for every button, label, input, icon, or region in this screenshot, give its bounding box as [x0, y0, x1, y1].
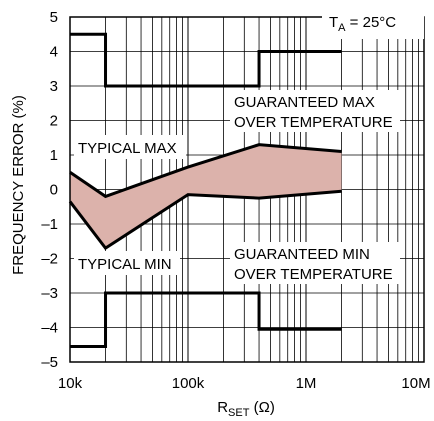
series-line-typical-max	[69, 143, 342, 199]
x-tick-label: 1M	[296, 375, 317, 392]
series-lines	[68, 32, 342, 348]
y-tick-label: 0	[50, 182, 58, 199]
series-line-guaranteed-min	[70, 291, 342, 348]
guaranteed-min-label-line1: GUARANTEED MIN	[234, 246, 370, 263]
plot-frame	[69, 16, 425, 363]
annotation-bg	[322, 7, 424, 39]
x-axis-label: RSET (Ω)	[217, 399, 275, 419]
guaranteed-max-label-line1: GUARANTEED MAX	[234, 94, 375, 111]
annotation-rest: = 25°C	[346, 14, 397, 31]
x-tick-label: 100k	[172, 375, 205, 392]
y-tick-label: 5	[50, 9, 58, 26]
x-axis-label-sub: SET	[228, 407, 250, 419]
y-tick-labels: 5 4 3 2 1 0 –1 –2 –3 –4 –5	[41, 9, 58, 371]
annotation-sub: A	[338, 22, 346, 34]
y-tick-label: 4	[50, 44, 58, 61]
x-tick-labels: 10k 100k 1M 10M	[58, 375, 431, 392]
y-tick-label: –3	[41, 285, 58, 302]
series-line-guaranteed-max	[70, 32, 342, 88]
typical-max-label-bg	[74, 135, 186, 159]
y-tick-label: –2	[41, 251, 58, 268]
series-line-typical-min	[68, 189, 342, 251]
typical-range-band	[70, 144, 342, 249]
y-tick-label: –5	[41, 354, 58, 371]
x-tick-label: 10k	[58, 375, 83, 392]
x-tick-label: 10M	[401, 375, 430, 392]
typical-max-label: TYPICAL MAX	[78, 140, 177, 157]
guaranteed-min-label-bg	[230, 242, 400, 284]
y-tick-label: –4	[41, 320, 58, 337]
annotation-main: T	[329, 14, 338, 31]
x-axis-label-main: R	[217, 399, 228, 416]
y-tick-label: 2	[50, 113, 58, 130]
y-tick-label: 3	[50, 78, 58, 95]
guaranteed-max-label-bg	[230, 90, 400, 132]
y-tick-label: 1	[50, 147, 58, 164]
typical-min-label: TYPICAL MIN	[78, 256, 172, 273]
typical-range-fill	[70, 144, 342, 249]
guaranteed-max-label-line2: OVER TEMPERATURE	[234, 114, 393, 131]
y-tick-label: –1	[41, 216, 58, 233]
x-axis-label-unit: (Ω)	[249, 399, 274, 416]
guaranteed-min-label-line2: OVER TEMPERATURE	[234, 266, 393, 283]
y-axis-label: FREQUENCY ERROR (%)	[10, 95, 27, 275]
temperature-annotation: TA = 25°C	[329, 14, 396, 34]
typical-min-label-bg	[74, 251, 180, 275]
